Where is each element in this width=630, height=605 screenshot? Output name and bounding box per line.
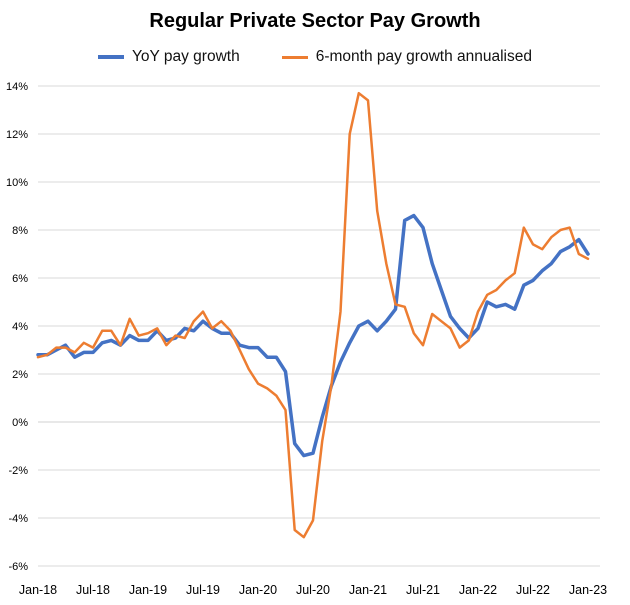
y-tick-label: 12% [6, 129, 28, 141]
x-tick-label: Jan-23 [569, 583, 607, 597]
series-line-6month [36, 91, 590, 539]
y-tick-label: 4% [12, 321, 28, 333]
y-tick-label: -4% [8, 513, 28, 525]
gridlines [38, 85, 600, 567]
y-tick-label: 6% [12, 273, 28, 285]
legend-item-6month: 6-month pay growth annualised [281, 48, 532, 66]
legend-swatch-6month [281, 55, 308, 59]
legend-item-yoy: YoY pay growth [97, 48, 240, 66]
x-tick-label: Jul-18 [76, 583, 110, 597]
chart-legend: YoY pay growth 6-month pay growth annual… [0, 48, 630, 66]
y-tick-label: 8% [12, 225, 28, 237]
x-tick-label: Jan-22 [459, 583, 497, 597]
legend-label-6month: 6-month pay growth annualised [315, 48, 532, 65]
x-axis-ticks: Jan-18 Jul-18 Jan-19 Jul-19 Jan-20 Jul-20 Jan-… [19, 583, 607, 597]
y-tick-label: -2% [8, 465, 28, 477]
y-tick-label: 10% [6, 177, 28, 189]
chart-title: Regular Private Sector Pay Growth [149, 10, 481, 32]
y-tick-label: 14% [6, 81, 28, 93]
series-lines [36, 91, 590, 539]
legend-label-yoy: YoY pay growth [131, 48, 240, 65]
x-tick-label: Jan-19 [129, 583, 167, 597]
x-tick-label: Jan-21 [349, 583, 387, 597]
x-tick-label: Jan-20 [239, 583, 277, 597]
x-tick-label: Jul-20 [296, 583, 330, 597]
x-tick-label: Jul-22 [516, 583, 550, 597]
y-tick-label: -6% [8, 561, 28, 573]
x-tick-label: Jul-21 [406, 583, 440, 597]
legend-swatch-yoy [97, 55, 124, 59]
y-tick-label: 0% [12, 417, 28, 429]
x-tick-label: Jan-18 [19, 583, 57, 597]
x-tick-label: Jul-19 [186, 583, 220, 597]
y-tick-label: 2% [12, 369, 28, 381]
y-axis-ticks: 14% 12% 10% 8% 6% 4% 2% 0% -2% -4% -6% [6, 81, 28, 573]
series-line-yoy [36, 213, 590, 458]
